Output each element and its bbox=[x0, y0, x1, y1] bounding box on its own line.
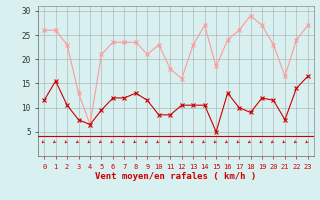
X-axis label: Vent moyen/en rafales ( km/h ): Vent moyen/en rafales ( km/h ) bbox=[95, 172, 257, 181]
